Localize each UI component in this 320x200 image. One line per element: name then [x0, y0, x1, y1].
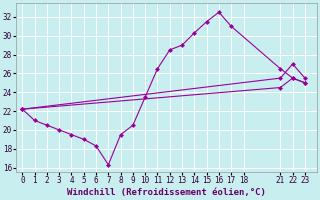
X-axis label: Windchill (Refroidissement éolien,°C): Windchill (Refroidissement éolien,°C)	[67, 188, 266, 197]
